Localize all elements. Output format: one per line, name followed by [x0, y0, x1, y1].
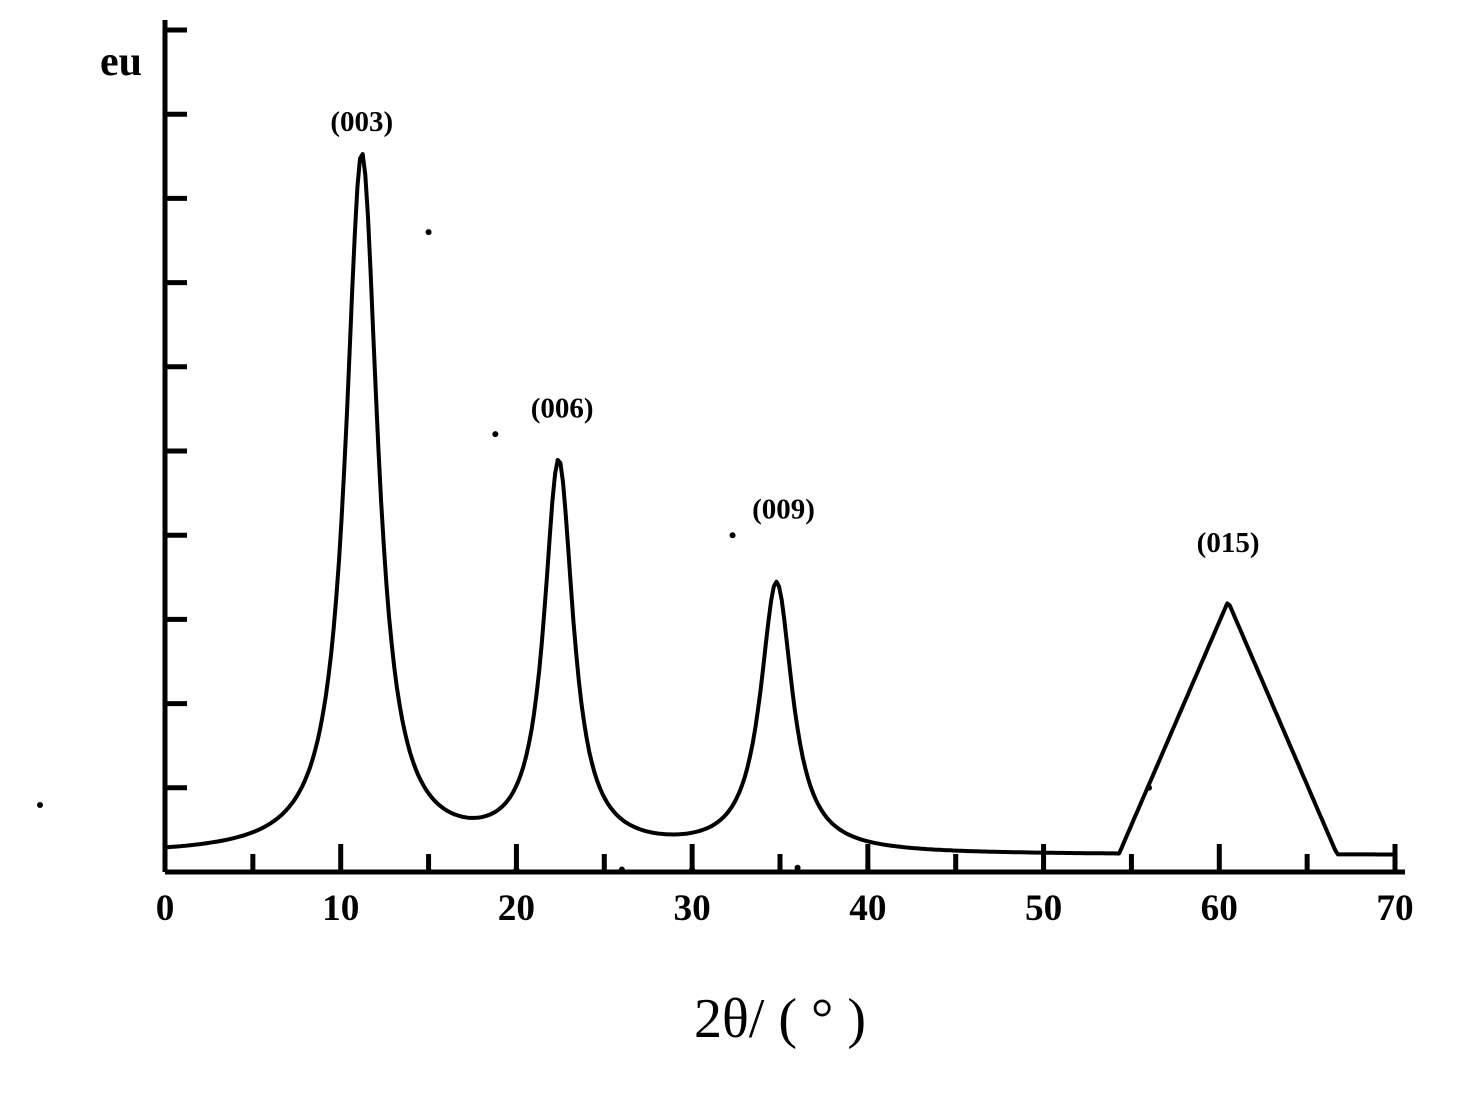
noise-dot [1146, 785, 1152, 791]
x-tick-label: 50 [1025, 888, 1062, 929]
xrd-chart: 0 10 20 30 40 50 60 70 eu 2θ/ ( ° ) (003) (006) (009… [0, 0, 1458, 1100]
noise-dot [426, 229, 432, 235]
peak-label: (003) [330, 106, 393, 138]
x-tick-label: 30 [674, 888, 711, 929]
noise-dot [492, 431, 498, 437]
peak-label: (015) [1197, 527, 1260, 559]
peak-label: (009) [752, 493, 815, 525]
x-tick-label: 40 [849, 888, 886, 929]
noise-dot [37, 802, 43, 808]
noise-dot [730, 532, 736, 538]
noise-dot [795, 865, 801, 871]
x-tick-label: 10 [322, 888, 359, 929]
noise-dot [619, 866, 625, 872]
chart-container: 0 10 20 30 40 50 60 70 eu 2θ/ ( ° ) (003) (006) (009… [0, 0, 1458, 1100]
x-tick-label: 0 [156, 888, 175, 929]
noise-dot [513, 866, 519, 872]
y-axis-label: eu [100, 39, 142, 85]
peak-label: (006) [531, 392, 594, 424]
x-tick-label: 70 [1376, 888, 1413, 929]
noise-dot [689, 866, 695, 872]
x-tick-label: 20 [498, 888, 535, 929]
x-tick-label: 60 [1201, 888, 1238, 929]
x-axis-label: 2θ/ ( ° ) [694, 988, 866, 1050]
